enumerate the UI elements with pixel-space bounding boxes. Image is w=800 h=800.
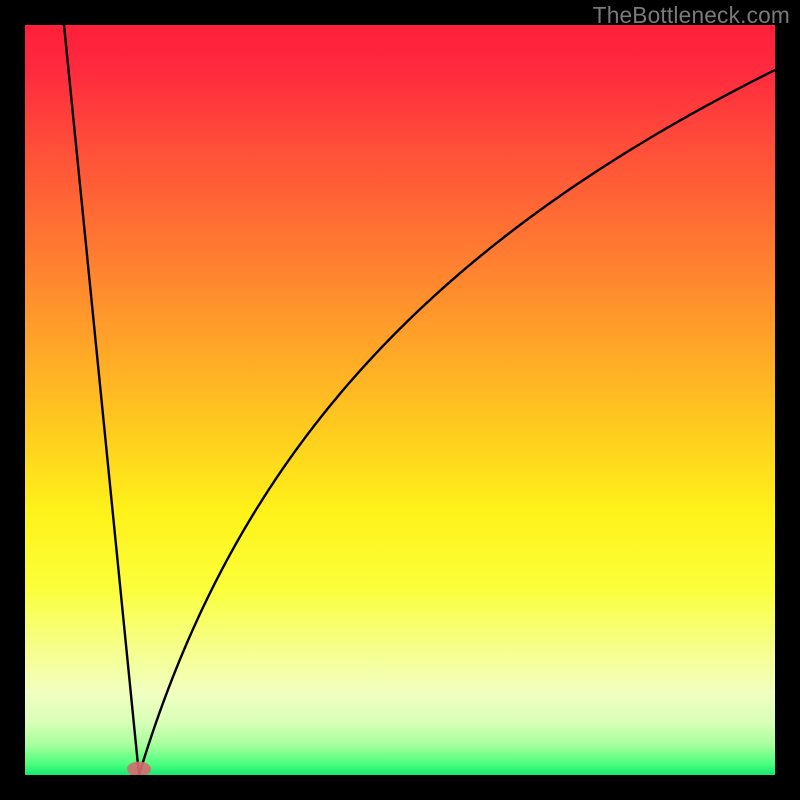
gradient-background: [25, 25, 775, 775]
watermark-text: TheBottleneck.com: [593, 2, 790, 29]
vertex-marker: [127, 762, 151, 777]
stage: TheBottleneck.com: [0, 0, 800, 800]
chart-canvas: [0, 0, 800, 800]
